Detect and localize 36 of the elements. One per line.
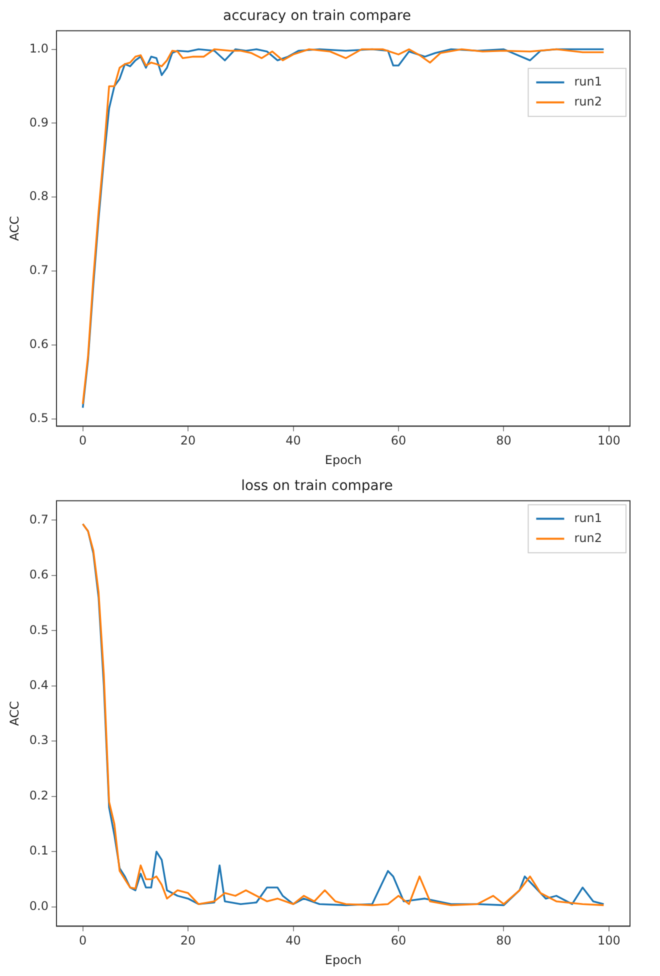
legend-label: run2 [574,94,602,108]
legend-label: run2 [574,530,602,545]
x-tick-label: 0 [78,934,87,948]
x-tick-label: 40 [286,434,301,448]
y-tick-label: 0.6 [29,568,48,582]
y-tick-label: 0.4 [29,678,48,692]
y-axis-title: ACC [7,701,22,726]
y-tick-label: 0.5 [29,410,48,425]
y-tick-label: 0.5 [29,622,48,637]
x-tick-label: 40 [286,934,301,948]
y-tick-label: 0.2 [29,788,48,802]
y-axis-title: ACC [7,216,22,241]
x-axis-title: Epoch [324,452,362,467]
x-tick-label: 20 [180,934,196,948]
y-tick-label: 0.8 [29,189,48,204]
x-tick-label: 20 [180,434,196,448]
x-axis-title: Epoch [324,952,362,967]
x-tick-label: 100 [598,434,620,448]
x-tick-label: 60 [390,434,406,448]
legend-label: run1 [574,510,602,525]
y-tick-label: 1.0 [29,41,48,56]
y-tick-label: 0.7 [29,263,48,278]
chart-title: accuracy on train compare [223,8,411,24]
y-tick-label: 0.7 [29,512,48,526]
y-tick-label: 0.0 [29,898,48,913]
x-tick-label: 0 [78,434,87,448]
legend-label: run1 [574,74,602,88]
y-tick-label: 0.1 [29,844,48,858]
y-tick-label: 0.3 [29,733,48,748]
y-tick-label: 0.9 [29,115,48,130]
x-tick-label: 80 [496,934,512,948]
x-tick-label: 80 [496,434,512,448]
x-tick-label: 100 [598,934,620,948]
y-tick-label: 0.6 [29,337,48,352]
chart-title: loss on train compare [241,478,393,494]
x-tick-label: 60 [390,934,406,948]
